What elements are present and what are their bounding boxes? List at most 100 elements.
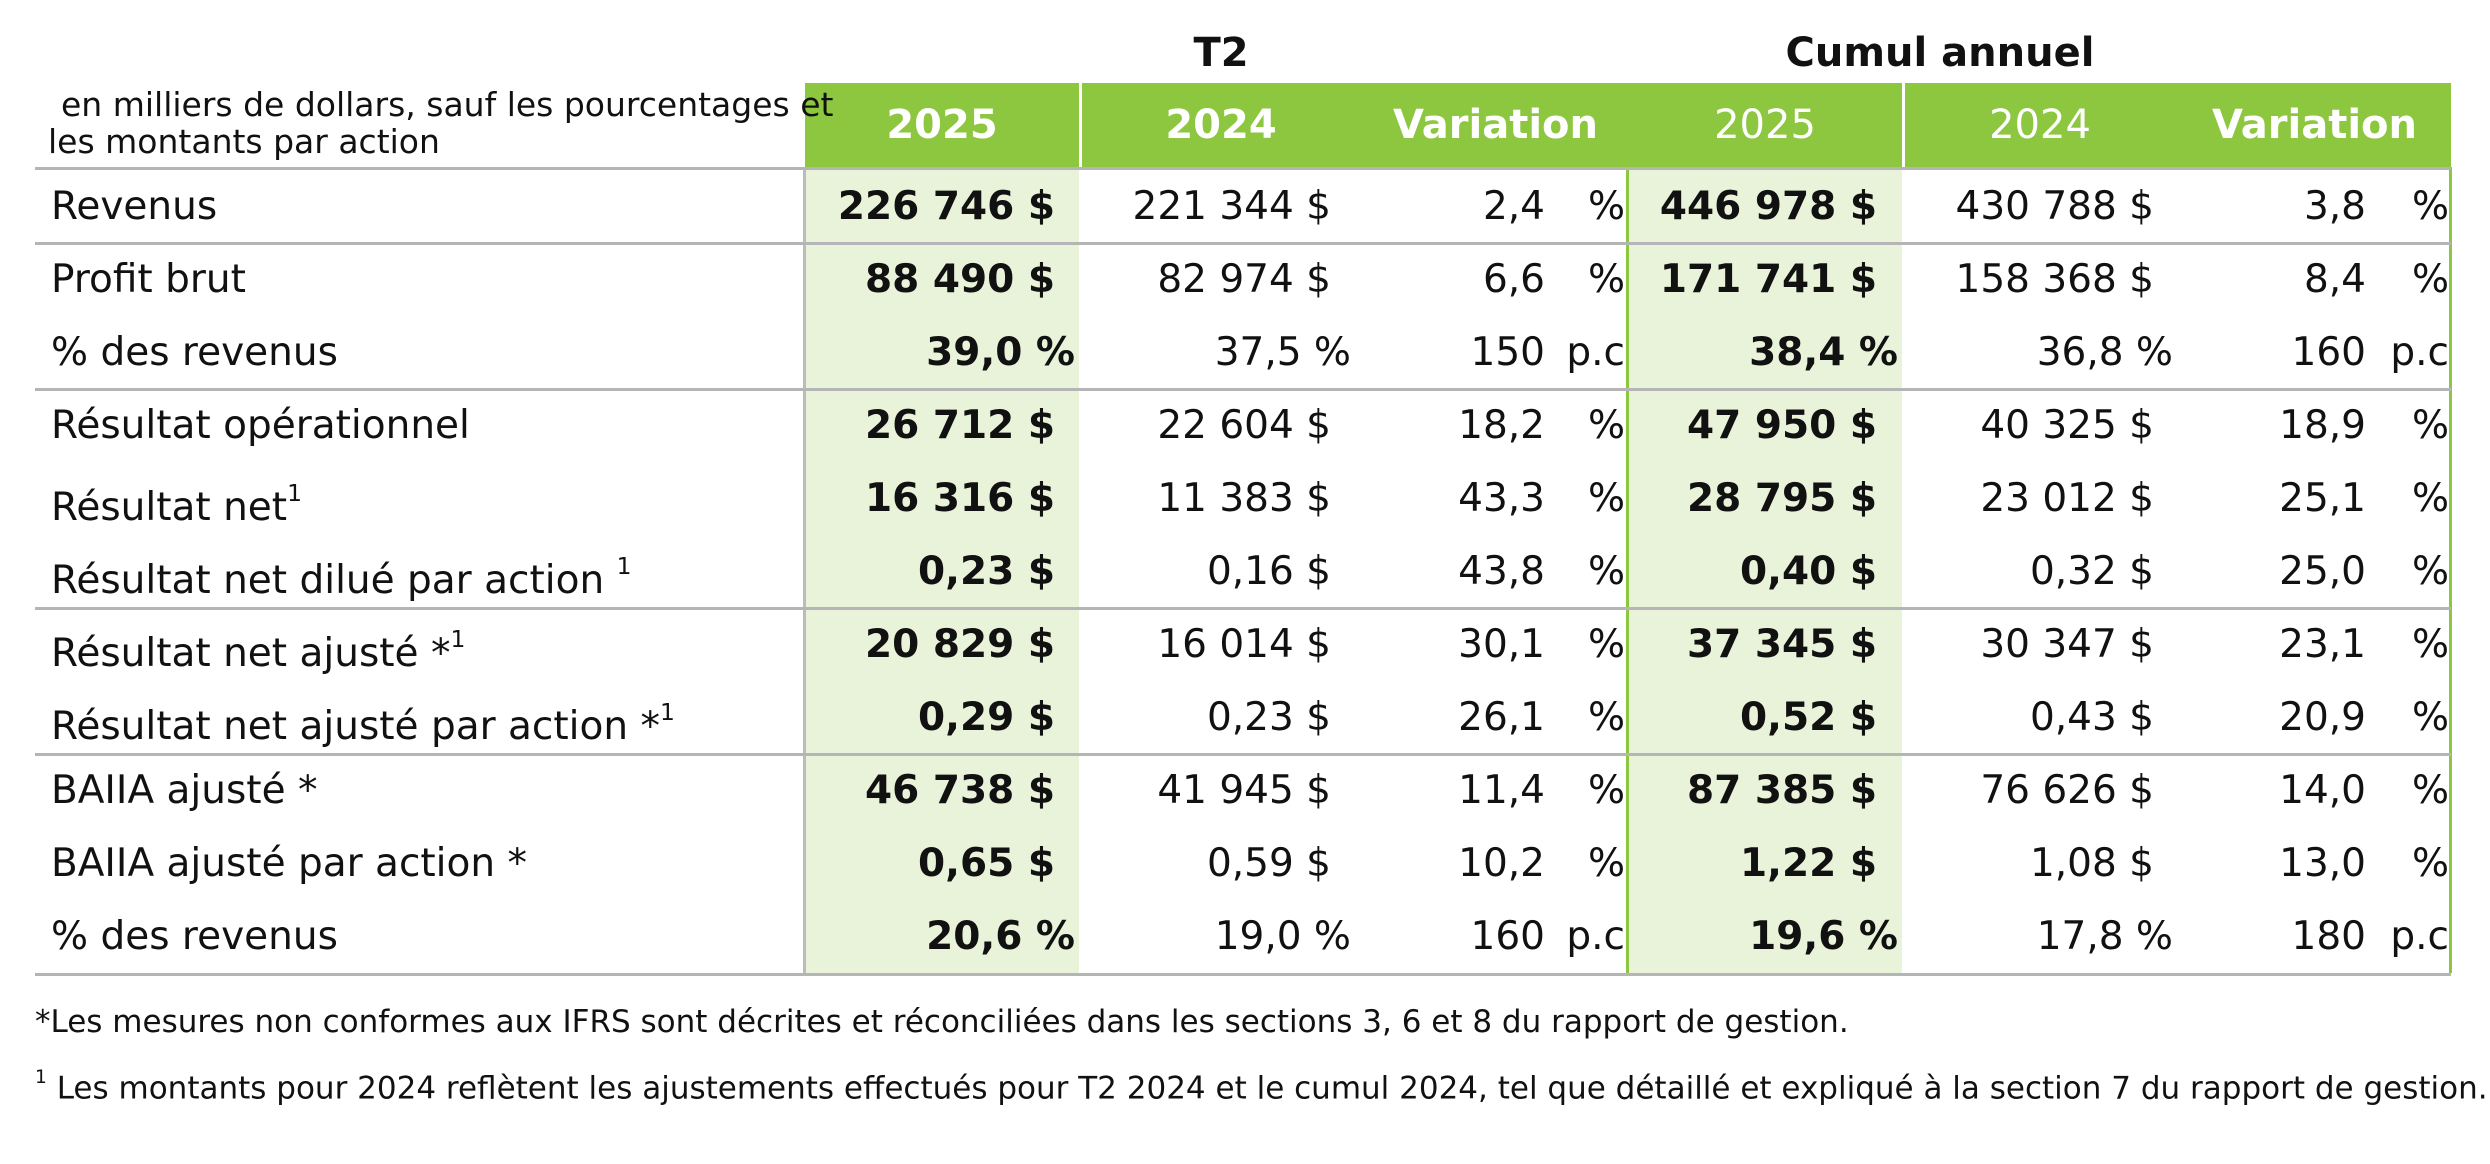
row-label-text: % des revenus: [51, 330, 338, 375]
table-cell: 3,8: [2303, 184, 2366, 229]
table-cell: 171 741 $: [1659, 257, 1877, 302]
table-cell: %: [1587, 549, 1625, 594]
table-cell: %: [1587, 695, 1625, 740]
table-cell: %: [1587, 622, 1625, 667]
table-cell: 23 012 $: [1980, 476, 2154, 521]
table-cell: 17,8 %: [2036, 914, 2173, 959]
table-cell: 19,0 %: [1214, 914, 1351, 959]
row-label: Résultat net1: [51, 462, 302, 544]
table-cell: %: [2411, 841, 2449, 886]
column-header: Variation: [1393, 102, 1598, 148]
table-cell: 88 490 $: [865, 257, 1055, 302]
column-header: Variation: [2212, 102, 2417, 148]
table-cell: %: [2411, 257, 2449, 302]
table-cell: 160: [2291, 330, 2366, 375]
table-cell: 0,43 $: [2029, 695, 2154, 740]
table-cell: 221 344 $: [1132, 184, 1332, 229]
table-cell: 11,4: [1458, 768, 1545, 813]
table-cell: %: [1587, 184, 1625, 229]
table-cell: %: [1587, 476, 1625, 521]
row-label: % des revenus: [51, 316, 338, 389]
row-label-text: Revenus: [51, 184, 218, 229]
row-separator: [35, 607, 2451, 610]
superscript: 1: [287, 479, 302, 508]
table-cell: 446 978 $: [1659, 184, 1877, 229]
superscript: 1: [450, 625, 466, 654]
column-divider: [2449, 167, 2452, 973]
table-cell: 25,1: [2279, 476, 2366, 521]
table-cell: %: [1587, 841, 1625, 886]
table-cell: 38,4 %: [1749, 330, 1898, 375]
footnote-text: Les montants pour 2024 reflètent les aju…: [46, 1070, 2488, 1107]
table-cell: 158 368 $: [1955, 257, 2155, 302]
row-label: BAIIA ajusté *: [51, 754, 317, 827]
superscript: 1: [616, 552, 632, 581]
table-cell: p.c: [2390, 914, 2449, 959]
row-separator: [35, 973, 2451, 976]
table-cell: 76 626 $: [1980, 768, 2154, 813]
row-label: Résultat net dilué par action 1: [51, 535, 631, 617]
table-cell: %: [1587, 257, 1625, 302]
table-cell: 16 014 $: [1157, 622, 1331, 667]
row-label: Profit brut: [51, 243, 246, 316]
superscript: 1: [35, 1067, 47, 1089]
table-cell: p.c: [2390, 330, 2449, 375]
table-cell: 30,1: [1458, 622, 1545, 667]
table-cell: 23,1: [2279, 622, 2366, 667]
table-cell: %: [2411, 184, 2449, 229]
header-divider: [1079, 83, 1082, 167]
table-cell: 0,23 $: [1206, 695, 1331, 740]
table-cell: 26,1: [1458, 695, 1545, 740]
row-separator: [35, 388, 2451, 391]
footnote: 1 Les montants pour 2024 reflètent les a…: [35, 1060, 2488, 1110]
table-cell: 8,4: [2303, 257, 2366, 302]
table-cell: 0,59 $: [1206, 841, 1331, 886]
table-cell: 2,4: [1482, 184, 1545, 229]
row-label-text: Résultat net dilué par action: [51, 558, 617, 603]
table-cell: %: [2411, 768, 2449, 813]
table-cell: %: [2411, 622, 2449, 667]
table-cell: 40 325 $: [1980, 403, 2154, 448]
table-cell: 28 795 $: [1687, 476, 1877, 521]
column-divider: [1626, 167, 1629, 973]
table-cell: 226 746 $: [837, 184, 1055, 229]
table-cell: 43,3: [1458, 476, 1545, 521]
table-cell: 26 712 $: [865, 403, 1055, 448]
row-label: BAIIA ajusté par action *: [51, 827, 527, 900]
table-cell: 82 974 $: [1157, 257, 1331, 302]
table-cell: 20,6 %: [926, 914, 1075, 959]
table-cell: 13,0: [2279, 841, 2366, 886]
row-separator: [35, 753, 2451, 756]
table-cell: 43,8: [1458, 549, 1545, 594]
group-title: T2: [1193, 30, 1249, 76]
column-highlight: [805, 167, 1079, 973]
table-cell: 0,40 $: [1740, 549, 1877, 594]
row-label: Résultat net ajusté par action *1: [51, 681, 675, 763]
row-separator: [35, 242, 2451, 245]
table-cell: 1,08 $: [2029, 841, 2154, 886]
row-label-text: BAIIA ajusté par action *: [51, 841, 527, 886]
column-header: 2025: [886, 102, 998, 148]
table-cell: 0,23 $: [918, 549, 1055, 594]
row-label-text: Résultat opérationnel: [51, 403, 470, 448]
column-header: 2024: [1989, 102, 2091, 148]
table-cell: 6,6: [1482, 257, 1545, 302]
table-cell: 160: [1470, 914, 1545, 959]
row-label: % des revenus: [51, 900, 338, 973]
table-cell: %: [1587, 768, 1625, 813]
table-cell: 47 950 $: [1687, 403, 1877, 448]
superscript: 1: [659, 698, 675, 727]
table-cell: 150: [1470, 330, 1545, 375]
table-cell: 1,22 $: [1740, 841, 1877, 886]
header-note: en milliers de dollars, sauf les pourcen…: [61, 85, 834, 124]
table-cell: 41 945 $: [1157, 768, 1331, 813]
table-cell: 180: [2291, 914, 2366, 959]
footnote-text: *Les mesures non conformes aux IFRS sont…: [35, 1004, 1849, 1040]
row-label: Résultat opérationnel: [51, 389, 470, 462]
table-cell: 18,9: [2279, 403, 2366, 448]
row-label-text: % des revenus: [51, 914, 338, 959]
table-cell: 87 385 $: [1687, 768, 1877, 813]
table-cell: %: [1587, 403, 1625, 448]
table-cell: 37 345 $: [1687, 622, 1877, 667]
table-cell: 10,2: [1458, 841, 1545, 886]
